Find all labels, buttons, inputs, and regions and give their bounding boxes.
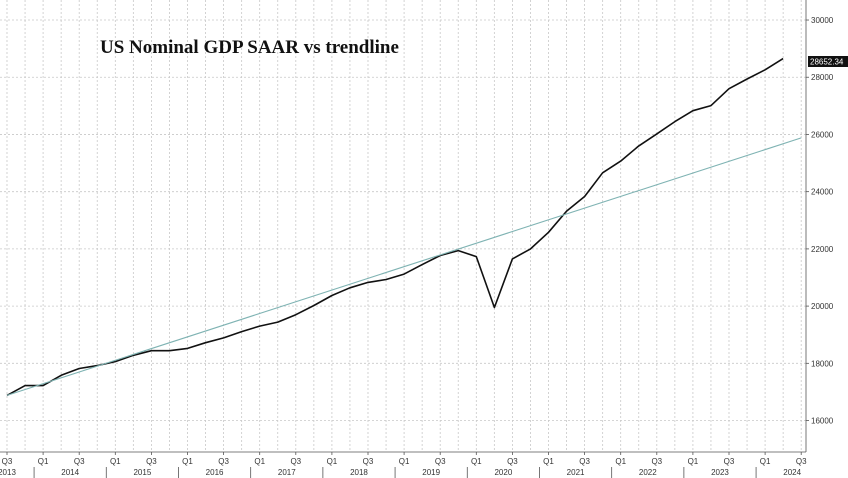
x-tick-year: 2022 [639, 468, 657, 477]
x-tick-quarter: Q3 [146, 457, 157, 466]
last-value-badge-bg [808, 56, 848, 67]
x-tick-labels: Q3 Q1 Q3 Q1 Q3 Q1 Q3 Q1 Q3 Q1 Q3 Q1 Q3 Q1 Q3 Q1 Q3 Q1 Q3 Q1… [0, 452, 807, 478]
x-tick-quarter: Q1 [760, 457, 771, 466]
x-tick-quarter: Q3 [579, 457, 590, 466]
x-tick-year: 2015 [133, 468, 151, 477]
x-tick-year: 2024 [783, 468, 801, 477]
axis-layer [0, 0, 807, 453]
x-tick-quarter: Q3 [363, 457, 374, 466]
last-value-badge: 28652.34 [808, 56, 848, 67]
y-tick-label: 24000 [811, 188, 834, 197]
x-tick-quarter: Q1 [615, 457, 626, 466]
x-tick-year: 2016 [206, 468, 224, 477]
x-tick-quarter: Q1 [543, 457, 554, 466]
gdp-series-line [6, 57, 784, 397]
grid-layer [0, 0, 806, 452]
y-tick-label: 18000 [811, 359, 834, 368]
x-tick-quarter: Q3 [796, 457, 807, 466]
x-tick-quarter: Q3 [74, 457, 85, 466]
x-tick-quarter: Q1 [399, 457, 410, 466]
y-tick-label: 26000 [811, 130, 834, 139]
y-tick-labels: 16000 18000 20000 22000 24000 26000 28000 30000 [806, 16, 834, 426]
x-tick-quarter: Q3 [218, 457, 229, 466]
x-tick-year: 2021 [567, 468, 585, 477]
x-tick-year: 2017 [278, 468, 296, 477]
x-tick-year: 2014 [61, 468, 79, 477]
x-tick-quarter: Q3 [651, 457, 662, 466]
x-tick-quarter: Q1 [327, 457, 338, 466]
x-tick-quarter: Q1 [182, 457, 193, 466]
x-tick-quarter: Q1 [254, 457, 265, 466]
x-tick-year: 2020 [494, 468, 512, 477]
x-tick-quarter: Q3 [2, 457, 13, 466]
x-tick-year: 2023 [711, 468, 729, 477]
x-tick-quarter: Q3 [507, 457, 518, 466]
chart-title: US Nominal GDP SAAR vs trendline [100, 37, 399, 58]
x-tick-quarter: Q1 [38, 457, 49, 466]
x-tick-quarter: Q3 [435, 457, 446, 466]
y-tick-label: 20000 [811, 302, 834, 311]
last-value-label: 28652.34 [810, 58, 844, 67]
series-layer [6, 57, 802, 397]
x-tick-quarter: Q1 [471, 457, 482, 466]
y-tick-label: 16000 [811, 417, 834, 426]
y-tick-label: 30000 [811, 16, 834, 25]
x-tick-year: 2013 [0, 468, 16, 477]
y-tick-label: 28000 [811, 73, 834, 82]
x-tick-year: 2018 [350, 468, 368, 477]
x-tick-year: 2019 [422, 468, 440, 477]
x-tick-quarter: Q3 [724, 457, 735, 466]
y-tick-label: 22000 [811, 245, 834, 254]
x-tick-quarter: Q1 [688, 457, 699, 466]
x-tick-quarter: Q3 [290, 457, 301, 466]
trendline [6, 137, 802, 396]
x-tick-quarter: Q1 [110, 457, 121, 466]
